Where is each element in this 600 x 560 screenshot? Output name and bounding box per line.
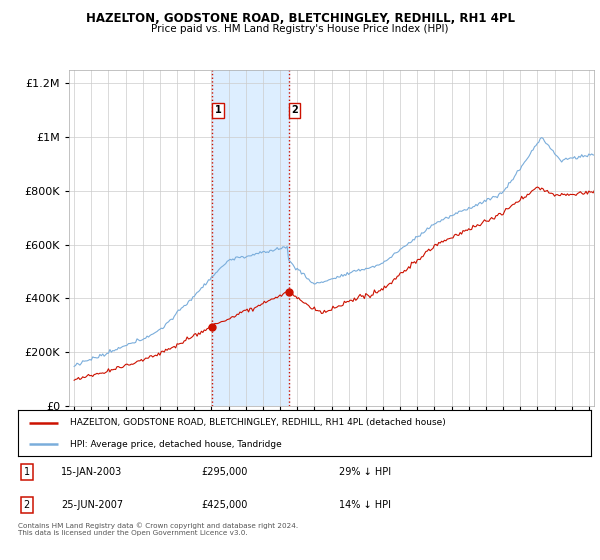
Text: Contains HM Land Registry data © Crown copyright and database right 2024.
This d: Contains HM Land Registry data © Crown c… [18, 522, 298, 535]
Text: HAZELTON, GODSTONE ROAD, BLETCHINGLEY, REDHILL, RH1 4PL (detached house): HAZELTON, GODSTONE ROAD, BLETCHINGLEY, R… [70, 418, 445, 427]
Text: HAZELTON, GODSTONE ROAD, BLETCHINGLEY, REDHILL, RH1 4PL: HAZELTON, GODSTONE ROAD, BLETCHINGLEY, R… [86, 12, 515, 25]
Text: 1: 1 [24, 467, 30, 477]
Text: HPI: Average price, detached house, Tandridge: HPI: Average price, detached house, Tand… [70, 440, 281, 449]
Text: 15-JAN-2003: 15-JAN-2003 [61, 467, 122, 477]
Bar [212, 70, 289, 406]
Text: 25-JUN-2007: 25-JUN-2007 [61, 500, 123, 510]
Text: Price paid vs. HM Land Registry's House Price Index (HPI): Price paid vs. HM Land Registry's House … [151, 24, 449, 34]
Text: 1: 1 [215, 105, 221, 115]
Text: £295,000: £295,000 [202, 467, 248, 477]
Text: 14% ↓ HPI: 14% ↓ HPI [339, 500, 391, 510]
Text: 29% ↓ HPI: 29% ↓ HPI [339, 467, 391, 477]
Text: 2: 2 [291, 105, 298, 115]
Text: £425,000: £425,000 [202, 500, 248, 510]
Text: 2: 2 [24, 500, 30, 510]
